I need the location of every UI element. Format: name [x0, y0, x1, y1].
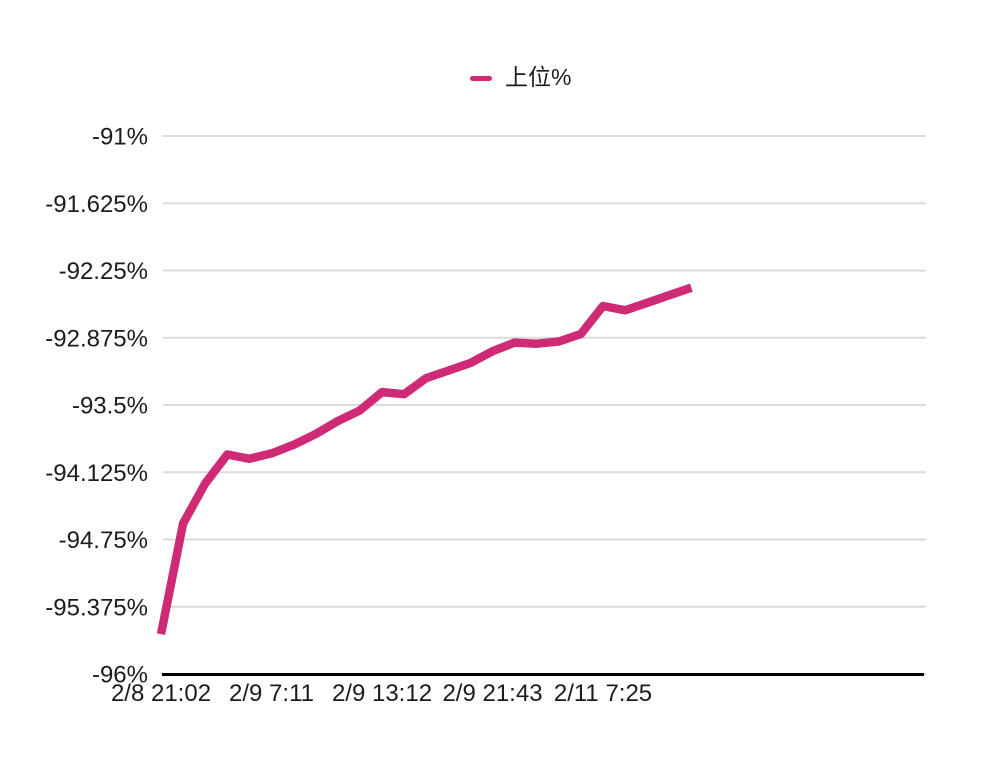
series-line[interactable] — [156, 283, 693, 636]
legend: 上位% — [470, 66, 571, 91]
legend-dash-icon — [470, 76, 492, 81]
x-axis-tick-label: 2/11 7:25 — [554, 680, 652, 707]
y-axis-tick-label: -92.25% — [59, 258, 148, 285]
y-axis-tick-label: -91% — [92, 124, 148, 151]
x-axis-tick-label: 2/9 7:11 — [229, 680, 314, 707]
y-axis-tick-label: -92.875% — [45, 325, 148, 352]
x-axis-tick-label: 2/9 21:43 — [442, 680, 542, 707]
x-axis-tick-label: 2/9 13:12 — [332, 680, 432, 707]
y-axis-tick-label: -96% — [92, 662, 148, 689]
y-axis-tick-label: -94.125% — [45, 460, 148, 487]
y-axis-tick-label: -91.625% — [45, 191, 148, 218]
y-axis-tick-label: -95.375% — [45, 594, 148, 621]
legend-item-label: 上位% — [505, 64, 572, 90]
y-axis-tick-label: -93.5% — [72, 393, 148, 420]
x-axis-tick-label: 2/8 21:02 — [111, 680, 211, 707]
y-axis-tick-label: -94.75% — [59, 527, 148, 554]
